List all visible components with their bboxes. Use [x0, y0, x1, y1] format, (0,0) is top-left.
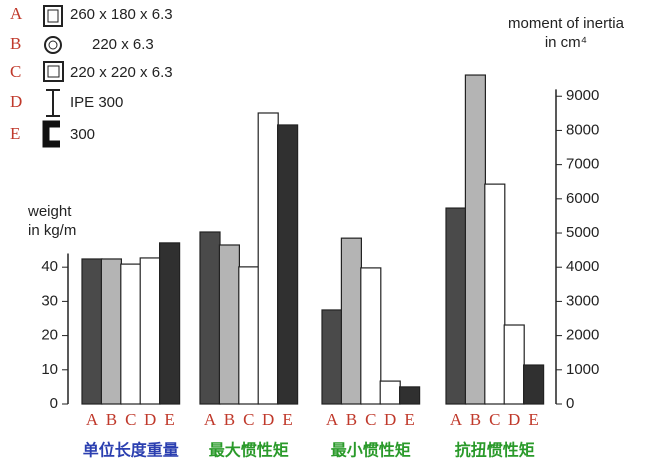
legend-icons — [42, 5, 64, 148]
bar-letter: B — [224, 410, 235, 429]
bar — [199, 231, 221, 405]
bar — [238, 266, 260, 405]
y2-tick-label: 9000 — [566, 87, 599, 104]
icon-circle — [44, 36, 62, 54]
legend-letter: E — [10, 124, 20, 143]
bar — [120, 263, 142, 405]
bar-letter: C — [365, 410, 376, 429]
y-axis-label: weight — [27, 203, 72, 220]
y2-tick-label: 1000 — [566, 361, 599, 378]
bar-letter: B — [470, 410, 481, 429]
icon-square — [43, 61, 64, 82]
bar — [340, 237, 362, 405]
y2-tick-label: 4000 — [566, 258, 599, 275]
bar-letter: A — [326, 410, 339, 429]
bar-letter: C — [243, 410, 254, 429]
y2-tick-label: 0 — [566, 395, 574, 412]
bar — [503, 324, 525, 405]
legend-label: 220 x 220 x 6.3 — [70, 64, 173, 81]
bar — [81, 258, 103, 405]
bar — [360, 267, 382, 405]
bar-letter: D — [384, 410, 396, 429]
y2-axis-label: in cm⁴ — [545, 34, 587, 51]
group-label: 最小惯性矩 — [331, 441, 411, 460]
y2-tick-label: 6000 — [566, 190, 599, 207]
legend-label: 300 — [70, 126, 95, 143]
y2-tick-label: 2000 — [566, 327, 599, 344]
legend-label: 220 x 6.3 — [92, 36, 154, 53]
legend-letter: D — [10, 92, 22, 111]
y-tick-label: 10 — [41, 361, 58, 378]
bar-letter: D — [262, 410, 274, 429]
bar-letter: A — [450, 410, 463, 429]
icon-channel — [42, 120, 60, 148]
bar — [445, 207, 467, 405]
y-tick-label: 0 — [50, 395, 58, 412]
bar-letter: E — [282, 410, 292, 429]
bar-letter: D — [144, 410, 156, 429]
bar-letter: C — [489, 410, 500, 429]
legend-letter: B — [10, 34, 21, 53]
group-label: 最大惯性矩 — [209, 441, 289, 460]
bar-letter: B — [346, 410, 357, 429]
legend-letter: C — [10, 62, 21, 81]
bar-letter: B — [106, 410, 117, 429]
bar — [218, 244, 240, 405]
bar — [484, 183, 506, 405]
bar — [277, 124, 299, 405]
y-axis-label: in kg/m — [28, 222, 76, 239]
icon-rect — [43, 5, 63, 27]
bar-letter: A — [204, 410, 217, 429]
bar — [321, 309, 343, 405]
bar — [100, 258, 123, 405]
bar — [139, 257, 161, 405]
legend-letter: A — [10, 4, 23, 23]
bar-letter: A — [86, 410, 99, 429]
icon-ibeam — [46, 89, 60, 117]
bar-letter: D — [508, 410, 520, 429]
bar — [159, 242, 181, 405]
bar-letter: E — [404, 410, 414, 429]
bar — [379, 380, 401, 405]
bar-letter: E — [164, 410, 174, 429]
y-tick-label: 20 — [41, 327, 58, 344]
bar — [464, 74, 486, 405]
y2-tick-label: 5000 — [566, 224, 599, 241]
bar-letter: E — [528, 410, 538, 429]
y-tick-label: 30 — [41, 292, 58, 309]
y2-axis-label: moment of inertia — [508, 15, 625, 32]
y-tick-label: 40 — [41, 258, 58, 275]
y2-tick-label: 7000 — [566, 156, 599, 173]
y2-tick-label: 3000 — [566, 292, 599, 309]
legend-label: IPE 300 — [70, 94, 123, 111]
bar — [522, 364, 545, 405]
group-label: 抗扭惯性矩 — [455, 441, 535, 460]
bar-letter: C — [125, 410, 136, 429]
group-label: 单位长度重量 — [83, 441, 179, 460]
bar — [399, 386, 421, 405]
bar — [257, 112, 279, 405]
legend-label: 260 x 180 x 6.3 — [70, 6, 173, 23]
y2-tick-label: 8000 — [566, 121, 599, 138]
